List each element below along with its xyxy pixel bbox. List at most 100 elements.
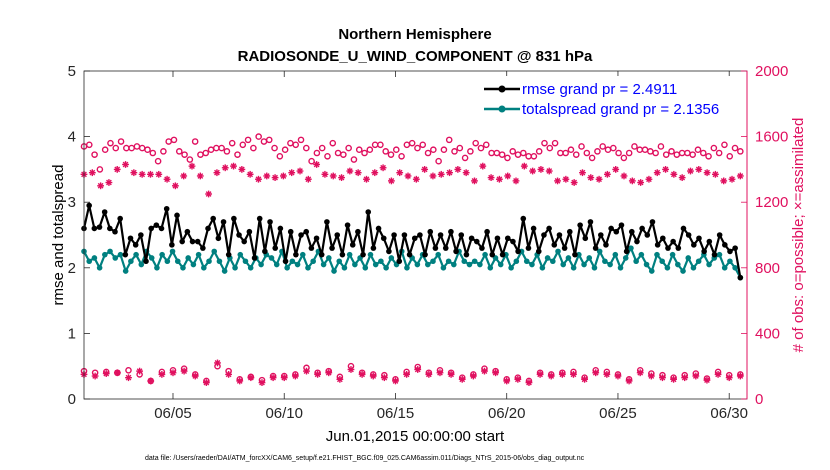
- totalspread-point: [471, 258, 478, 265]
- totalspread-point: [305, 265, 311, 271]
- possible-obs-point: [202, 149, 210, 157]
- y-right-tick-label: 1600: [755, 129, 788, 146]
- totalspread-point: [451, 261, 457, 268]
- possible-obs-point: [435, 157, 442, 165]
- totalspread-point: [430, 258, 436, 265]
- assimilated-obs-point: [603, 170, 611, 178]
- rmse-point: [318, 251, 325, 258]
- totalspread-point: [190, 261, 197, 268]
- assimilated-obs-point: [236, 377, 244, 385]
- rmse-point: [587, 219, 594, 225]
- assimilated-obs-point: [545, 167, 553, 175]
- possible-obs-point: [228, 139, 236, 147]
- possible-obs-point: [244, 136, 252, 144]
- assimilated-obs-point: [225, 371, 233, 378]
- assimilated-obs-point: [714, 371, 722, 378]
- possible-obs-point: [705, 152, 712, 160]
- rmse-point: [670, 238, 676, 245]
- rmse-point: [489, 251, 496, 258]
- y-axis-right-label: # of obs: o=possible; ×=assimilated: [790, 118, 807, 353]
- totalspread-point: [622, 255, 629, 261]
- assimilated-obs-point: [279, 172, 287, 180]
- rmse-point: [401, 232, 408, 238]
- possible-obs-point: [541, 139, 548, 147]
- totalspread-point: [268, 255, 275, 261]
- assimilated-obs-point: [338, 174, 345, 181]
- rmse-point: [701, 248, 707, 255]
- totalspread-point: [690, 265, 697, 271]
- rmse-point: [298, 232, 304, 238]
- possible-obs-point: [498, 151, 506, 158]
- assimilated-obs-point: [554, 177, 561, 185]
- possible-obs-point: [562, 149, 569, 157]
- totalspread-point: [628, 245, 634, 251]
- assimilated-obs-point: [221, 164, 229, 172]
- possible-obs-point: [731, 144, 739, 152]
- assimilated-obs-point: [587, 174, 595, 181]
- y-right-tick-label: 800: [755, 260, 780, 277]
- y-right-tick-label: 1200: [755, 194, 788, 211]
- assimilated-obs-point: [678, 174, 686, 181]
- assimilated-obs-point: [446, 169, 453, 177]
- possible-obs-point: [710, 144, 718, 152]
- possible-obs-point: [657, 143, 665, 150]
- rmse-point: [716, 232, 723, 238]
- y-left-tick-label: 4: [68, 129, 76, 146]
- assimilated-obs-point: [255, 175, 262, 183]
- possible-obs-point: [408, 139, 416, 147]
- assimilated-obs-point: [130, 169, 138, 177]
- assimilated-obs-point: [392, 377, 399, 385]
- rmse-point: [541, 232, 547, 238]
- assimilated-obs-point: [321, 170, 329, 178]
- y-left-tick-label: 1: [68, 325, 76, 342]
- assimilated-obs-point: [725, 374, 733, 382]
- assimilated-obs-point: [454, 166, 462, 173]
- possible-obs-point: [572, 151, 580, 158]
- totalspread-point: [550, 258, 556, 265]
- possible-obs-point: [276, 152, 284, 160]
- totalspread-point: [180, 265, 186, 271]
- totalspread-point: [716, 251, 723, 258]
- assimilated-obs-point: [736, 172, 744, 180]
- assimilated-obs-point: [659, 374, 666, 382]
- rmse-point: [510, 238, 516, 245]
- possible-obs-point: [255, 133, 262, 140]
- assimilated-obs-point: [102, 370, 110, 377]
- possible-obs-point: [366, 146, 374, 154]
- possible-obs-point: [625, 149, 633, 157]
- assimilated-obs-point: [436, 369, 444, 377]
- possible-obs-point: [689, 151, 696, 158]
- assimilated-obs-point: [581, 375, 588, 383]
- rmse-point: [737, 274, 744, 281]
- totalspread-point: [367, 251, 374, 258]
- possible-obs-point: [313, 149, 321, 157]
- totalspread-point: [424, 261, 431, 268]
- assimilated-obs-point: [670, 375, 677, 383]
- assimilated-obs-point: [487, 174, 495, 181]
- assimilated-obs-point: [695, 166, 703, 173]
- possible-obs-point: [382, 148, 389, 155]
- assimilated-obs-point: [520, 162, 528, 170]
- rmse-point: [256, 215, 263, 222]
- assimilated-obs-point: [736, 372, 744, 380]
- totalspread-point: [362, 265, 369, 271]
- totalspread-point: [404, 265, 410, 271]
- rmse-point: [277, 225, 284, 232]
- y-right-tick-label: 400: [755, 325, 780, 342]
- rmse-point: [442, 245, 449, 251]
- rmse-point: [194, 238, 201, 245]
- rmse-point: [675, 245, 682, 251]
- assimilated-obs-point: [122, 161, 129, 168]
- assimilated-obs-point: [625, 377, 633, 385]
- possible-obs-point: [387, 151, 395, 158]
- totalspread-point: [706, 261, 712, 268]
- possible-obs-point: [398, 152, 405, 160]
- assimilated-obs-point: [536, 371, 544, 378]
- assimilated-obs-point: [495, 175, 503, 183]
- assimilated-obs-point: [692, 372, 700, 380]
- chart-title: Northern Hemisphere: [338, 26, 491, 43]
- rmse-point: [396, 258, 403, 265]
- rmse-point: [582, 235, 589, 242]
- rmse-point: [210, 215, 216, 222]
- rmse-point: [696, 235, 702, 242]
